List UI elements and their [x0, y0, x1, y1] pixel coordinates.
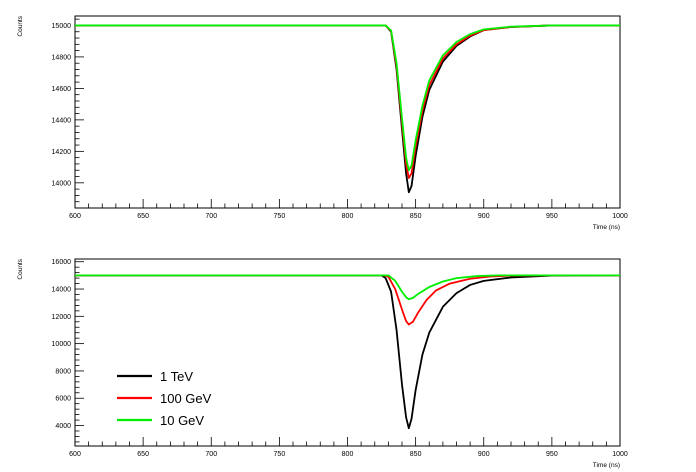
- x-axis-title: Time (ns): [593, 462, 620, 469]
- plot-frame: [74, 258, 621, 447]
- x-tick-label: 850: [410, 213, 422, 220]
- series-line-gev100: [75, 274, 620, 326]
- x-tick-label: 800: [342, 213, 354, 220]
- x-axis-title: Time (ns): [593, 224, 620, 231]
- x-tick-label: 750: [274, 451, 286, 458]
- x-tick-label: 950: [546, 451, 558, 458]
- y-axis-title: Counts: [17, 258, 24, 279]
- x-tick-label: 850: [410, 451, 422, 458]
- y-tick-label: 16000: [52, 259, 72, 266]
- x-tick-label: 800: [342, 451, 354, 458]
- series-line-gev10: [75, 274, 620, 301]
- x-tick-label: 750: [274, 213, 286, 220]
- y-tick-label: 6000: [55, 396, 71, 403]
- x-tick-label: 600: [69, 451, 81, 458]
- series-line-tev1: [75, 274, 620, 430]
- y-tick-label: 14200: [52, 149, 72, 156]
- y-tick-label: 15000: [52, 23, 72, 30]
- y-tick-label: 4000: [55, 423, 71, 430]
- series-line-tev1: [75, 24, 620, 194]
- y-tick-label: 8000: [55, 368, 71, 375]
- x-tick-label: 700: [205, 213, 217, 220]
- panel-2: 600 650 700 750 800 850 900 950 1000 4000 6000 8000…: [17, 258, 628, 469]
- y-tick-label: 14000: [52, 180, 72, 187]
- legend-label-gev100: 100 GeV: [160, 391, 212, 406]
- y-tick-label: 12000: [52, 314, 72, 321]
- y-tick-label: 14000: [52, 287, 72, 294]
- x-tick-label: 650: [137, 451, 149, 458]
- x-tick-label: 650: [137, 213, 149, 220]
- x-tick-label: 1000: [612, 213, 628, 220]
- x-tick-label: 700: [205, 451, 217, 458]
- legend-label-tev1: 1 TeV: [160, 369, 193, 384]
- x-tick-label: 1000: [612, 451, 628, 458]
- y-tick-label: 14800: [52, 54, 72, 61]
- plot-frame: [74, 15, 621, 209]
- y-tick-label: 14600: [52, 86, 72, 93]
- x-tick-label: 600: [69, 213, 81, 220]
- legend-label-gev10: 10 GeV: [160, 413, 204, 428]
- y-axis-title: Counts: [17, 15, 24, 36]
- series-line-gev10: [75, 24, 620, 172]
- x-tick-label: 950: [546, 213, 558, 220]
- x-tick-label: 900: [478, 213, 490, 220]
- series-line-gev100: [75, 24, 620, 179]
- legend: 1 TeV 100 GeV 10 GeV: [117, 369, 212, 428]
- x-tick-label: 900: [478, 451, 490, 458]
- y-tick-label: 10000: [52, 341, 72, 348]
- y-tick-label: 14400: [52, 117, 72, 124]
- panel-1: 600 650 700 750 800 850 900 950 1000 14000 14200 14…: [17, 15, 628, 231]
